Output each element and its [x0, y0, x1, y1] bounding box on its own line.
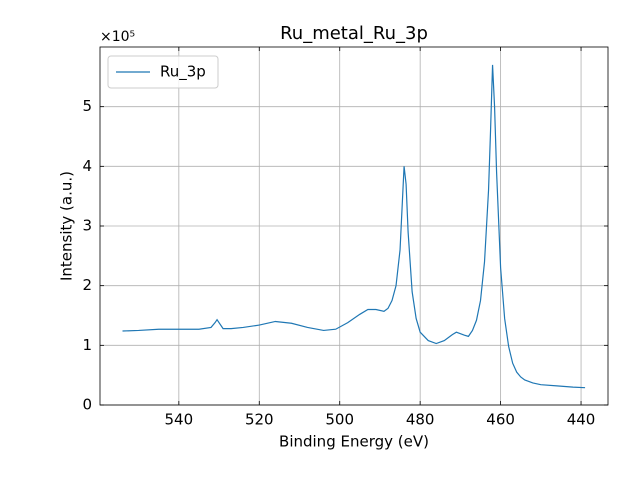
data-line: [122, 64, 586, 389]
y-multiplier: ×10⁵: [100, 29, 135, 45]
x-tick-label: 520: [245, 411, 274, 429]
y-tick-label: 4: [82, 157, 92, 175]
chart-title: Ru_metal_Ru_3p: [280, 23, 428, 44]
legend-box: [107, 55, 219, 89]
plot-frame: [99, 46, 609, 406]
y-axis-label: Intensity (a.u.): [58, 171, 76, 281]
x-tick-label: 460: [486, 411, 515, 429]
y-tick-label: 2: [82, 276, 92, 294]
x-axis-label: Binding Energy (eV): [279, 433, 429, 451]
x-tick-label: 540: [165, 411, 194, 429]
y-tick-label: 5: [82, 97, 92, 115]
y-tick-label: 3: [82, 217, 92, 235]
x-tick-label: 440: [567, 411, 596, 429]
x-tick-label: 480: [406, 411, 435, 429]
x-tick-label: 500: [325, 411, 354, 429]
y-tick-label: 1: [82, 336, 92, 354]
legend-label: Ru_3p: [160, 63, 206, 82]
y-tick-label: 0: [82, 396, 92, 414]
